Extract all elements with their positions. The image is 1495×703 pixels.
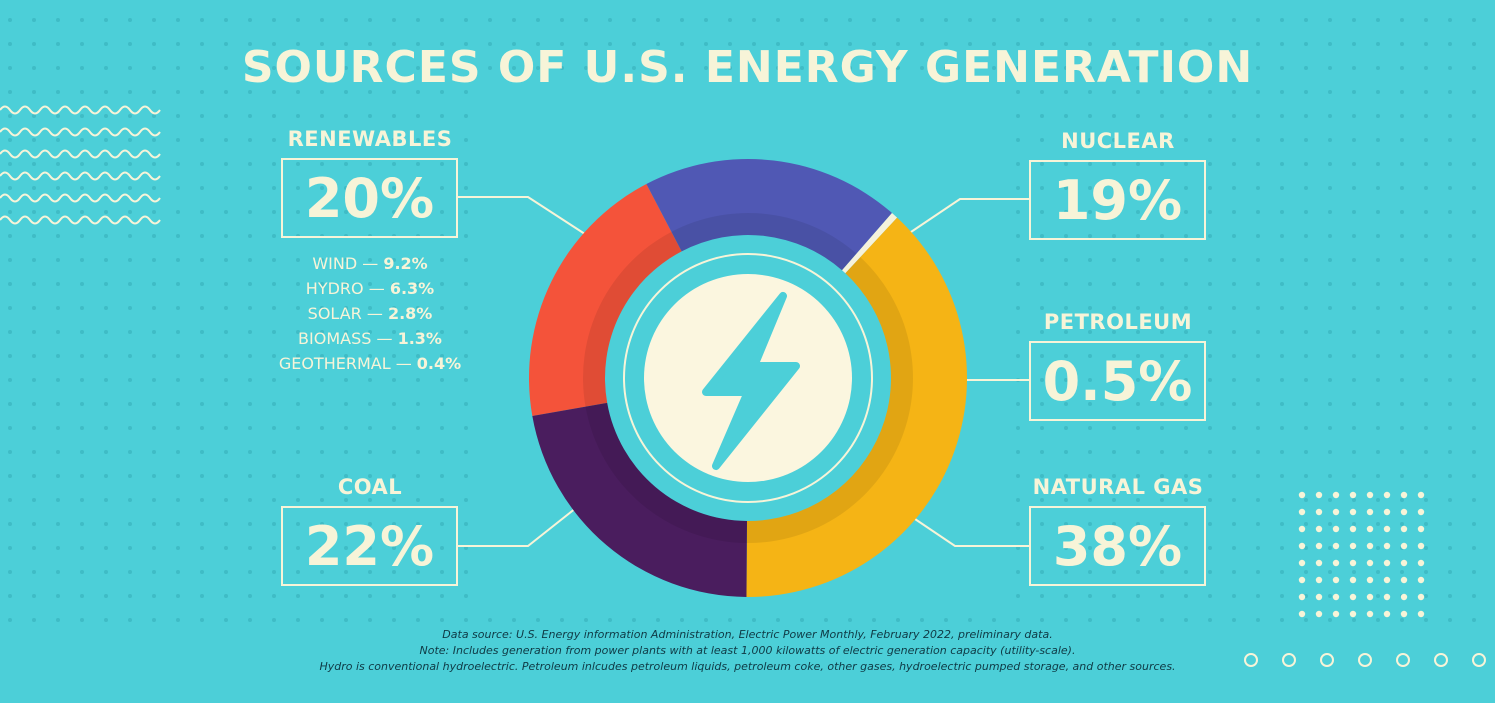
leader-lines [458,196,1029,547]
dot-square-decoration [1298,491,1425,618]
leader-renewables [458,196,589,237]
lightning-bolt-icon [702,292,800,470]
label-renewables: RENEWABLES [287,127,453,151]
note-line-definitions: Hydro is conventional hydroelectric. Pet… [319,660,1176,673]
slice-nuclear-shade [671,212,857,271]
value-box-renewables: 20% [281,158,458,238]
breakdown-item-wind: WIND — 9.2% [312,254,428,273]
slice-nuclear [646,159,892,271]
value-box-nuclear: 19% [1029,160,1206,240]
leader-nuclear [904,198,1029,237]
renewables-breakdown: WIND — 9.2% HYDRO — 6.3% SOLAR — 2.8% BI… [250,251,490,376]
slice-coal-shade [585,402,747,543]
slice-natural-gas-shade [746,257,913,543]
donut-chart [529,159,967,597]
value-coal: 22% [304,514,435,578]
center-emblem [623,253,873,503]
wave-lines-decoration [0,105,161,225]
source-notes: Data source: U.S. Energy information Adm… [0,627,1495,675]
slice-renewables [529,183,682,417]
value-box-coal: 22% [281,506,458,586]
value-box-petroleum: 0.5% [1029,341,1206,421]
chart-title: SOURCES OF U.S. ENERGY GENERATION [241,42,1254,93]
value-petroleum: 0.5% [1042,349,1193,413]
breakdown-item-hydro: HYDRO — 6.3% [305,279,435,298]
value-natural-gas: 38% [1052,514,1183,578]
note-line-scope: Note: Includes generation from power pla… [419,644,1076,657]
label-natural-gas: NATURAL GAS [1032,475,1204,499]
label-petroleum: PETROLEUM [1043,310,1193,334]
leader-natural-gas [911,516,1029,547]
label-coal: COAL [337,475,403,499]
value-nuclear: 19% [1052,168,1183,232]
note-line-source: Data source: U.S. Energy information Adm… [442,628,1053,641]
value-box-natural-gas: 38% [1029,506,1206,586]
slice-renewables-shade [583,231,682,407]
background-decoration [0,18,1486,667]
slice-coal [532,402,747,597]
slice-natural-gas [746,217,967,597]
ring-row-decoration [1244,653,1486,667]
breakdown-item-solar: SOLAR — 2.8% [307,304,433,323]
center-ring [623,253,873,503]
leader-coal [458,507,577,547]
slice-petroleum [842,212,898,274]
dot-grid-decoration [8,18,1476,622]
label-nuclear: NUCLEAR [1061,129,1175,153]
breakdown-item-geothermal: GEOTHERMAL — 0.4% [278,354,462,373]
breakdown-item-biomass: BIOMASS — 1.3% [298,329,442,348]
value-renewables: 20% [304,166,435,230]
